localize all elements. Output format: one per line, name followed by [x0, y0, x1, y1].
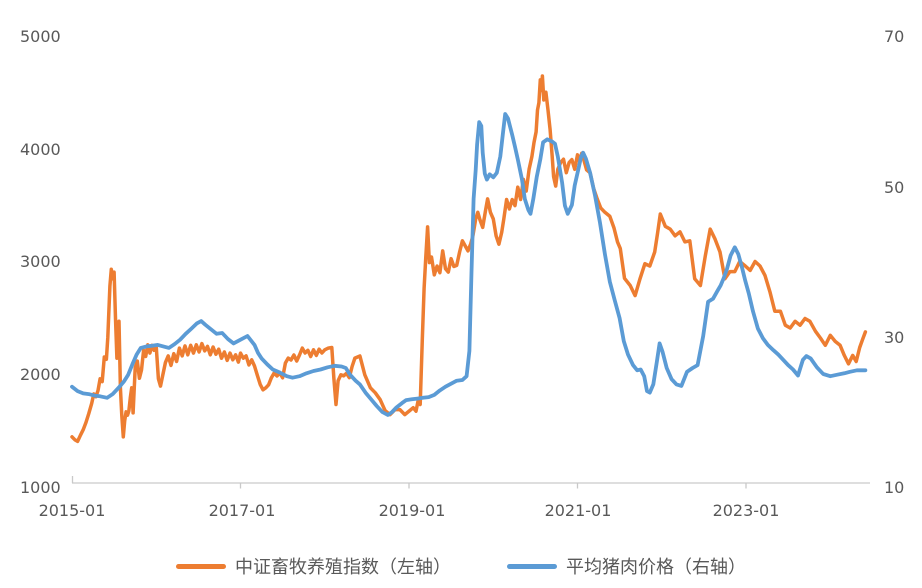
x-axis-tick-2019-01: 2019-01	[378, 501, 446, 520]
left-axis-tick-2000: 2000	[20, 365, 61, 384]
left-axis-tick-1000: 1000	[20, 478, 61, 497]
right-axis-tick-30: 30	[884, 328, 905, 347]
x-axis-tick-2021-01: 2021-01	[544, 501, 612, 520]
right-axis-tick-50: 50	[884, 178, 905, 197]
x-axis-tick-2015-01: 2015-01	[38, 501, 106, 520]
left-axis-tick-5000: 5000	[20, 27, 61, 46]
legend-item-livestock-index: 中证畜牧养殖指数（左轴）	[176, 553, 451, 579]
pork-price-legend-label: 平均猪肉价格（右轴）	[566, 557, 746, 578]
livestock-index-line	[70, 74, 868, 444]
legend-item-pork-price: 平均猪肉价格（右轴）	[507, 553, 746, 579]
right-axis-tick-70: 70	[884, 27, 905, 46]
pork-price-line	[70, 112, 868, 417]
right-axis-tick-10: 10	[884, 478, 905, 497]
x-axis-ticks	[239, 483, 747, 489]
legend: 中证畜牧养殖指数（左轴） 平均猪肉价格（右轴）	[0, 549, 922, 583]
left-axis-tick-4000: 4000	[20, 140, 61, 159]
x-axis-line	[71, 476, 870, 489]
livestock-index-legend-label: 中证畜牧养殖指数（左轴）	[235, 557, 451, 578]
livestock-index-swatch	[176, 563, 226, 569]
x-axis-tick-2017-01: 2017-01	[208, 501, 276, 520]
pork-price-swatch	[507, 563, 557, 569]
x-axis-tick-2023-01: 2023-01	[712, 501, 780, 520]
left-axis-tick-3000: 3000	[20, 252, 61, 271]
